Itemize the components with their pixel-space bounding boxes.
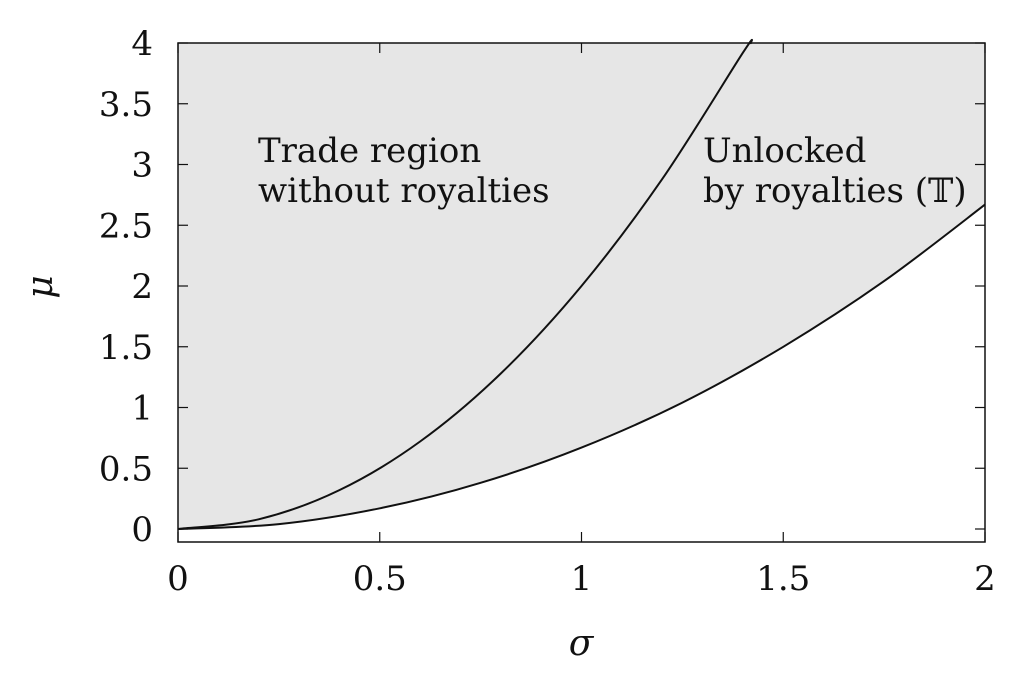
- x-axis-label: σ: [569, 623, 595, 664]
- lower-boundary-curve: [177, 203, 986, 530]
- y-tick-label: 1.5: [99, 328, 153, 368]
- x-tick-label: 0: [167, 559, 189, 599]
- x-tick-label: 0.5: [353, 559, 407, 599]
- upper-boundary-curve: [177, 38, 753, 530]
- y-tick-label: 3: [131, 146, 153, 186]
- x-tick-label: 1: [571, 559, 593, 599]
- y-tick-label: 1: [131, 389, 153, 429]
- y-tick-label: 2: [131, 267, 153, 307]
- y-tick-label: 4: [131, 24, 153, 64]
- x-tick-label: 1.5: [756, 559, 810, 599]
- y-axis-label: μ: [20, 275, 61, 298]
- y-tick-label: 3.5: [99, 85, 153, 125]
- y-tick-label: 0: [131, 510, 153, 550]
- annotation-unlocked-line1: Unlocked: [703, 131, 866, 171]
- annotation-trade-region-line1: Trade region: [258, 131, 481, 171]
- axis-ticks: 0 0.5 1 1.5 2 0 0.5 1 1.5 2 2.5 3 3.5 4: [99, 24, 996, 599]
- annotation-unlocked-line2: by royalties (𝕋): [703, 171, 967, 211]
- y-tick-label: 0.5: [99, 449, 153, 489]
- annotation-trade-region-line2: without royalties: [258, 171, 550, 211]
- x-tick-label: 2: [974, 559, 996, 599]
- y-tick-label: 2.5: [99, 206, 153, 246]
